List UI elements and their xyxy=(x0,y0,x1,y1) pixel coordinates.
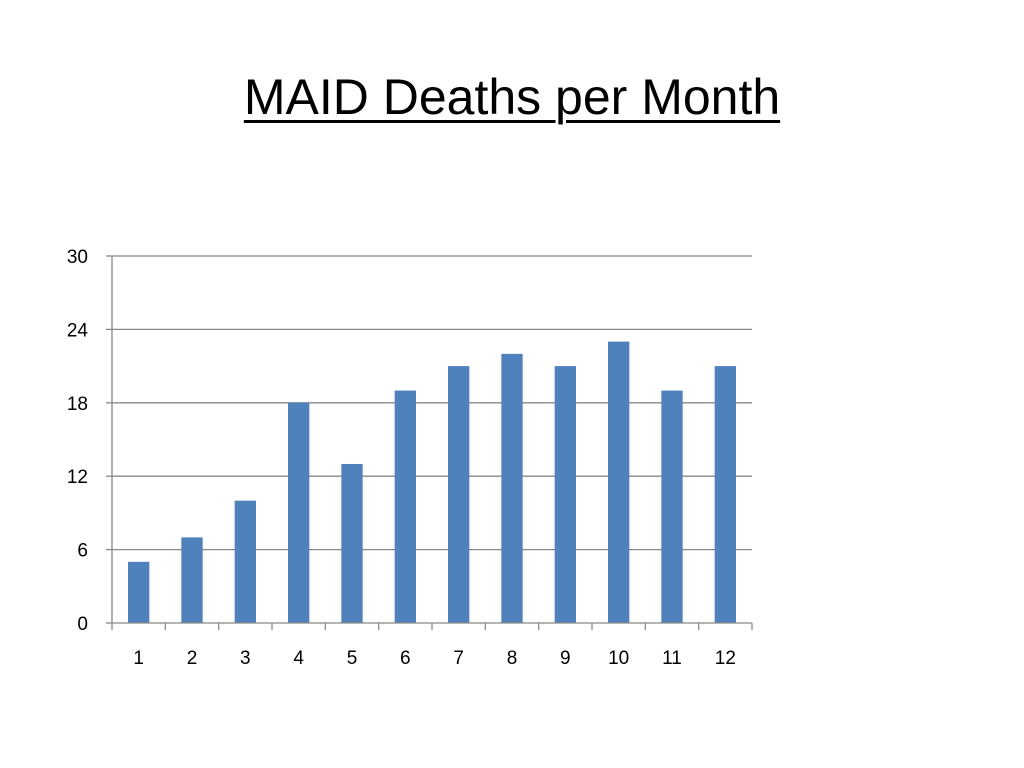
bar xyxy=(234,500,256,623)
y-tick-label: 12 xyxy=(67,467,88,488)
x-tick-label: 8 xyxy=(507,648,518,669)
x-tick-label: 3 xyxy=(240,648,251,669)
bar xyxy=(661,390,683,623)
bars xyxy=(128,341,736,623)
x-tick-label: 10 xyxy=(608,648,629,669)
bar xyxy=(288,402,310,623)
x-tick-label: 4 xyxy=(293,648,304,669)
x-tick-label: 6 xyxy=(400,648,411,669)
bar xyxy=(181,537,203,623)
axes xyxy=(106,255,753,630)
bar xyxy=(608,341,630,623)
x-tick-label: 9 xyxy=(560,648,571,669)
bar xyxy=(554,366,576,623)
x-tick-label: 2 xyxy=(187,648,198,669)
bar xyxy=(714,366,736,623)
gridlines xyxy=(112,255,752,551)
x-tick-label: 11 xyxy=(662,648,682,669)
y-tick-label: 6 xyxy=(77,541,88,562)
x-tick-label: 5 xyxy=(347,648,358,669)
bar xyxy=(128,561,150,623)
bar xyxy=(394,390,416,623)
bar xyxy=(341,463,363,623)
y-tick-label: 24 xyxy=(67,320,89,341)
x-tick-label: 12 xyxy=(715,648,736,669)
y-tick-label: 18 xyxy=(67,394,88,415)
y-tick-label: 0 xyxy=(77,614,88,635)
bar xyxy=(501,353,523,623)
slide-title-text: MAID Deaths per Month xyxy=(243,69,781,125)
x-tick-label: 7 xyxy=(453,648,464,669)
bar xyxy=(448,366,470,623)
slide-title: MAID Deaths per Month xyxy=(0,62,1024,132)
x-tick-label: 1 xyxy=(133,648,144,669)
y-tick-label: 30 xyxy=(67,247,88,268)
